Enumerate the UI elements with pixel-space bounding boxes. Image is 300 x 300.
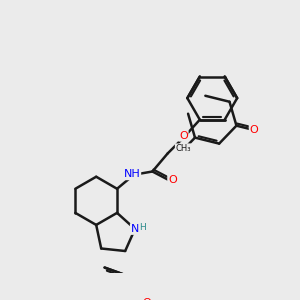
Text: O: O (142, 298, 151, 300)
Text: CH₃: CH₃ (176, 144, 191, 153)
Text: O: O (179, 131, 188, 141)
Text: O: O (168, 175, 177, 184)
Text: N: N (131, 224, 139, 234)
Text: NH: NH (124, 169, 140, 179)
Text: O: O (250, 125, 258, 135)
Text: H: H (140, 223, 146, 232)
